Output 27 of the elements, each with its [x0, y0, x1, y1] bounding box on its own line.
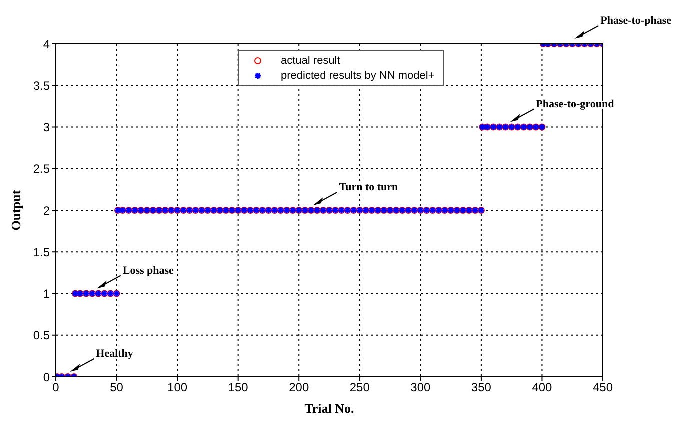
x-tick-label: 150 [228, 380, 249, 395]
x-tick-label: 0 [52, 380, 60, 395]
legend-label: actual result [281, 54, 340, 66]
y-tick-label: 2 [43, 204, 50, 218]
y-tick-label: 0 [43, 370, 50, 384]
annotation: Healthy [96, 348, 134, 360]
y-tick-label: 1 [43, 287, 50, 302]
y-tick-label: 0.5 [33, 328, 50, 343]
annotation: Turn to turn [339, 182, 398, 194]
x-tick-label: 300 [410, 380, 431, 395]
y-axis-title: Output [8, 190, 24, 231]
x-tick-label: 100 [168, 380, 188, 395]
y-tick-label: 4 [43, 37, 50, 52]
x-tick-label: 450 [592, 380, 614, 395]
legend-label: predicted results by NN model+ [281, 70, 435, 82]
annotation: Phase-to-phase [600, 15, 672, 27]
x-axis-title: Trial No. [304, 401, 354, 416]
x-tick-label: 250 [350, 380, 370, 395]
x-tick-label: 350 [471, 380, 492, 395]
y-tick-label: 1.5 [33, 245, 50, 260]
x-tick-label: 200 [289, 380, 310, 395]
x-tick-label: 400 [532, 380, 553, 395]
y-tick-label: 3.5 [33, 78, 50, 93]
annotation: Loss phase [122, 264, 174, 277]
y-tick-label: 2.5 [33, 162, 50, 176]
x-tick-label: 50 [110, 380, 124, 395]
y-tick-label: 3 [43, 120, 50, 135]
